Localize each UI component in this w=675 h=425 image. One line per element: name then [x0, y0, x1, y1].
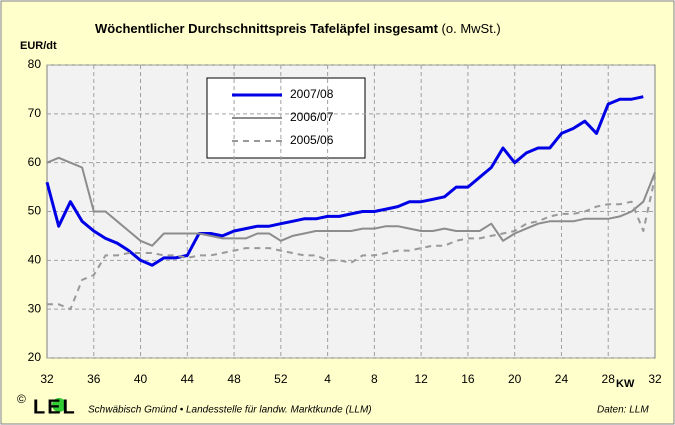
logo: LEL: [33, 396, 77, 418]
x-tick-label: 28: [602, 372, 616, 386]
title: Wöchentlicher Durchschnittspreis Tafeläp…: [95, 21, 439, 36]
x-tick-label: 36: [87, 372, 101, 386]
line: [46, 156, 656, 247]
legend: [206, 77, 366, 159]
x-tick-label: 32: [648, 372, 662, 386]
x-tick-label: 44: [181, 372, 195, 386]
x-tick-label: 24: [555, 372, 569, 386]
y-axis-label: EUR/dt: [20, 40, 57, 52]
y-tick-label: 50: [28, 204, 42, 218]
x-axis-label: KW: [616, 378, 635, 390]
line: [45, 95, 644, 267]
y-tick-label: 30: [28, 301, 42, 315]
chart-title: Wöchentlicher Durchschnittspreis Tafeläp…: [95, 21, 501, 36]
legend-label: 2007/08: [290, 87, 334, 101]
x-tick-label: 40: [134, 372, 148, 386]
copyright: ©: [17, 392, 26, 406]
line: [47, 177, 656, 311]
y-tick-label: 80: [28, 57, 42, 71]
x-tick-label: 52: [274, 372, 288, 386]
y-tick-label: 60: [28, 155, 42, 169]
y-tick-label: 20: [28, 350, 42, 364]
y-tick-label: 70: [28, 106, 42, 120]
x-tick-label: 48: [227, 372, 241, 386]
x-tick-label: 8: [371, 372, 378, 386]
x-tick-label: 16: [461, 372, 475, 386]
source: Schwäbisch Gmünd • Landesstelle für land…: [88, 405, 372, 416]
logo-dot: [52, 398, 66, 412]
x-tick-label: 32: [40, 372, 54, 386]
x-tick-label: 12: [414, 372, 428, 386]
y-tick-label: 40: [28, 253, 42, 267]
x-tick-label: 20: [508, 372, 522, 386]
x-tick-label: 4: [324, 372, 331, 386]
legend-label: 2006/07: [290, 110, 334, 124]
credit: Daten: LLM: [597, 405, 649, 416]
subtitle: (o. MwSt.): [442, 21, 501, 36]
legend-label: 2005/06: [290, 133, 334, 147]
